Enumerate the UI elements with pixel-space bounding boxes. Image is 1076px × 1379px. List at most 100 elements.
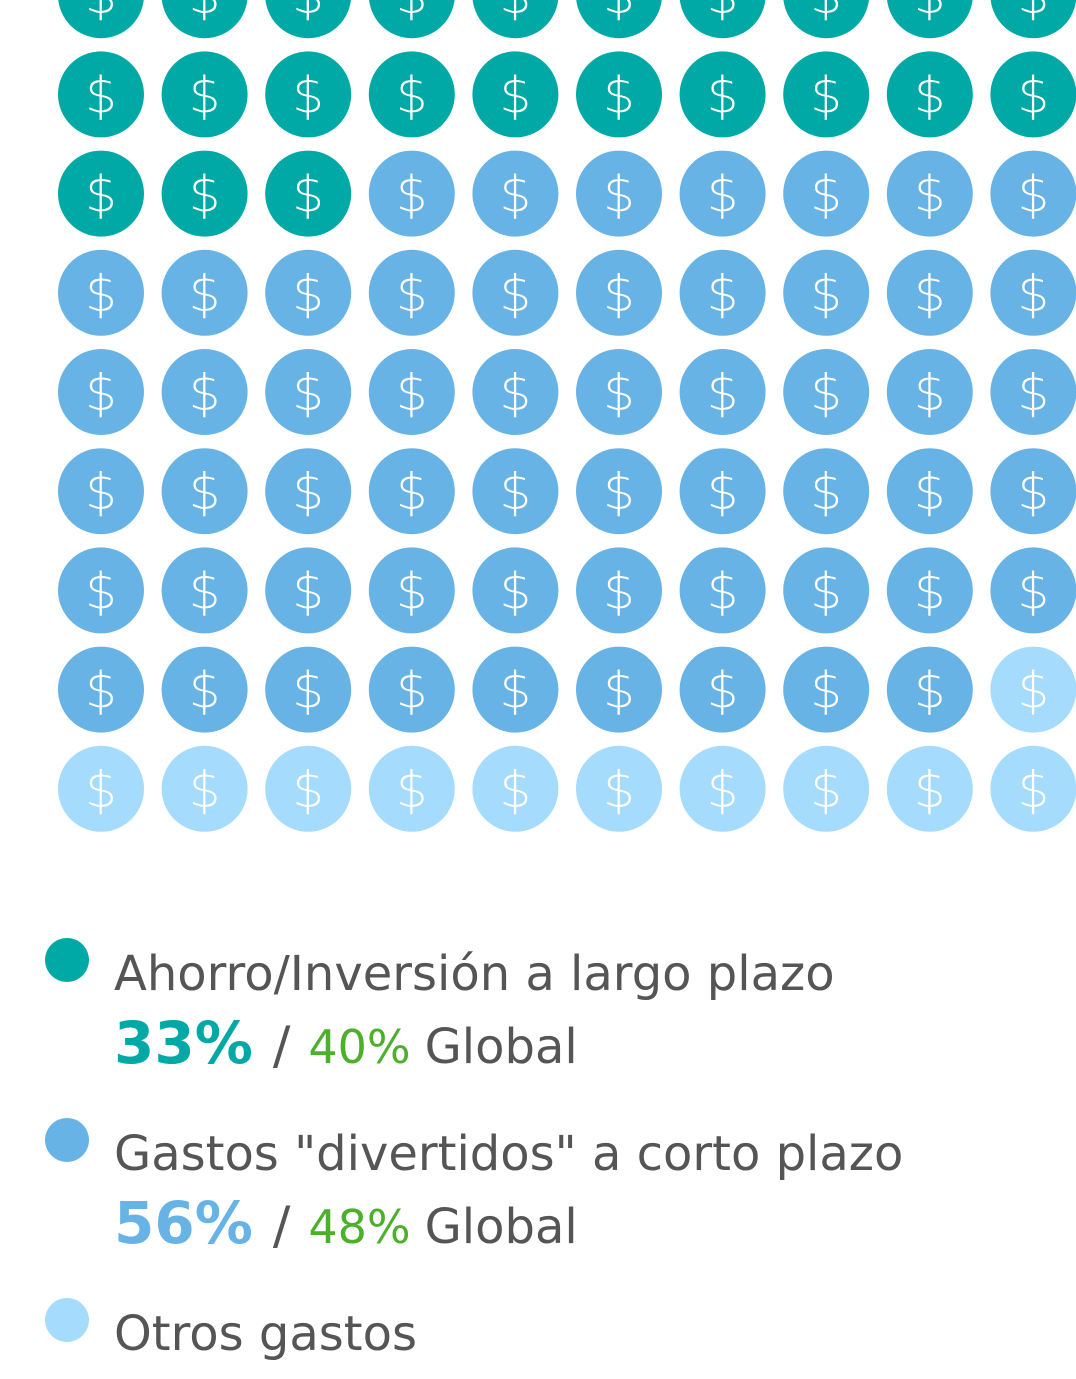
coin-symbol: $	[810, 761, 842, 819]
coin-symbol: $	[499, 166, 531, 224]
coin-symbol: $	[603, 463, 635, 521]
coin	[679, 646, 766, 733]
coin	[886, 150, 973, 237]
coin	[576, 0, 662, 39]
coin-symbol: $	[810, 166, 842, 224]
coin	[783, 349, 870, 435]
coin	[576, 448, 662, 535]
coin-symbol: $	[810, 66, 842, 124]
coin-symbol: $	[85, 66, 117, 124]
coin-symbol: $	[810, 0, 842, 25]
coin	[58, 249, 144, 336]
coin-symbol: $	[189, 662, 221, 720]
coin-symbol: $	[396, 66, 428, 124]
coin	[886, 448, 973, 535]
legend-values: 33% / 40% Global	[114, 1009, 578, 1077]
coin	[161, 51, 248, 138]
coin-symbol: $	[707, 265, 739, 323]
percent: 33%	[114, 1009, 253, 1077]
coin	[368, 51, 455, 138]
coin	[990, 448, 1076, 535]
coin	[472, 646, 559, 733]
coin-symbol: $	[810, 265, 842, 323]
coin-symbol: $	[292, 562, 324, 620]
coin-symbol: $	[1017, 364, 1049, 422]
global-percent: 48%	[308, 1200, 410, 1254]
coin	[679, 249, 766, 336]
coin-symbol: $	[85, 0, 117, 25]
percent: 11%	[114, 1369, 253, 1375]
coin-symbol: $	[499, 761, 531, 819]
coin-symbol: $	[396, 364, 428, 422]
coin	[886, 249, 973, 336]
coin-symbol: $	[292, 761, 324, 819]
coin	[783, 448, 870, 535]
coin	[161, 448, 248, 535]
coin-symbol: $	[603, 662, 635, 720]
coin-symbol: $	[396, 463, 428, 521]
coin-symbol: $	[810, 562, 842, 620]
coin-symbol: $	[85, 265, 117, 323]
legend-values: 56% / 48% Global	[114, 1189, 578, 1257]
coin	[886, 51, 973, 138]
coin	[679, 745, 766, 832]
coin	[265, 150, 352, 237]
coin-symbol: $	[499, 463, 531, 521]
coin-symbol: $	[914, 562, 946, 620]
coin	[265, 646, 352, 733]
coin-symbol: $	[189, 364, 221, 422]
coin	[990, 745, 1076, 832]
coin	[265, 51, 352, 138]
coin	[472, 448, 559, 535]
coin	[265, 547, 352, 634]
coin	[58, 150, 144, 237]
coin-symbol: $	[1017, 463, 1049, 521]
coin-symbol: $	[914, 364, 946, 422]
coin-symbol: $	[810, 364, 842, 422]
coin	[783, 646, 870, 733]
coin-symbol: $	[396, 761, 428, 819]
coin-symbol: $	[707, 0, 739, 25]
coin	[369, 0, 455, 39]
coin-symbol: $	[189, 463, 221, 521]
coin-symbol: $	[603, 66, 635, 124]
coin-symbol: $	[707, 166, 739, 224]
coin	[161, 150, 248, 237]
coin-symbol: $	[85, 662, 117, 720]
coin-symbol: $	[603, 761, 635, 819]
legend-dot	[45, 1298, 89, 1342]
coin-symbol: $	[914, 265, 946, 323]
coin	[161, 349, 248, 435]
coin	[58, 51, 144, 138]
legend-dot	[45, 1118, 89, 1162]
coin-symbol: $	[292, 463, 324, 521]
coin-symbol: $	[1017, 562, 1049, 620]
coin-symbol: $	[396, 0, 428, 25]
coin-symbol: $	[292, 265, 324, 323]
coin-symbol: $	[1017, 761, 1049, 819]
coin-symbol: $	[189, 166, 221, 224]
coin-symbol: $	[914, 0, 946, 25]
coin	[58, 0, 144, 39]
coin-symbol: $	[603, 0, 635, 25]
coin-symbol: $	[603, 265, 635, 323]
coin-symbol: $	[499, 66, 531, 124]
coin-symbol: $	[189, 66, 221, 124]
coin	[886, 349, 973, 435]
coin	[679, 547, 766, 634]
coin	[472, 349, 559, 435]
coin	[783, 745, 870, 832]
coin	[783, 0, 869, 39]
coin-symbol: $	[189, 562, 221, 620]
coin-symbol: $	[85, 761, 117, 819]
coin	[990, 349, 1076, 435]
coin	[679, 448, 766, 535]
coin	[58, 646, 144, 733]
coin	[368, 745, 455, 832]
coin-symbol: $	[914, 662, 946, 720]
coin	[990, 150, 1076, 237]
global-percent: 40%	[308, 1020, 410, 1074]
coin	[368, 249, 455, 336]
coin-symbol: $	[292, 662, 324, 720]
coin-symbol: $	[499, 0, 531, 25]
